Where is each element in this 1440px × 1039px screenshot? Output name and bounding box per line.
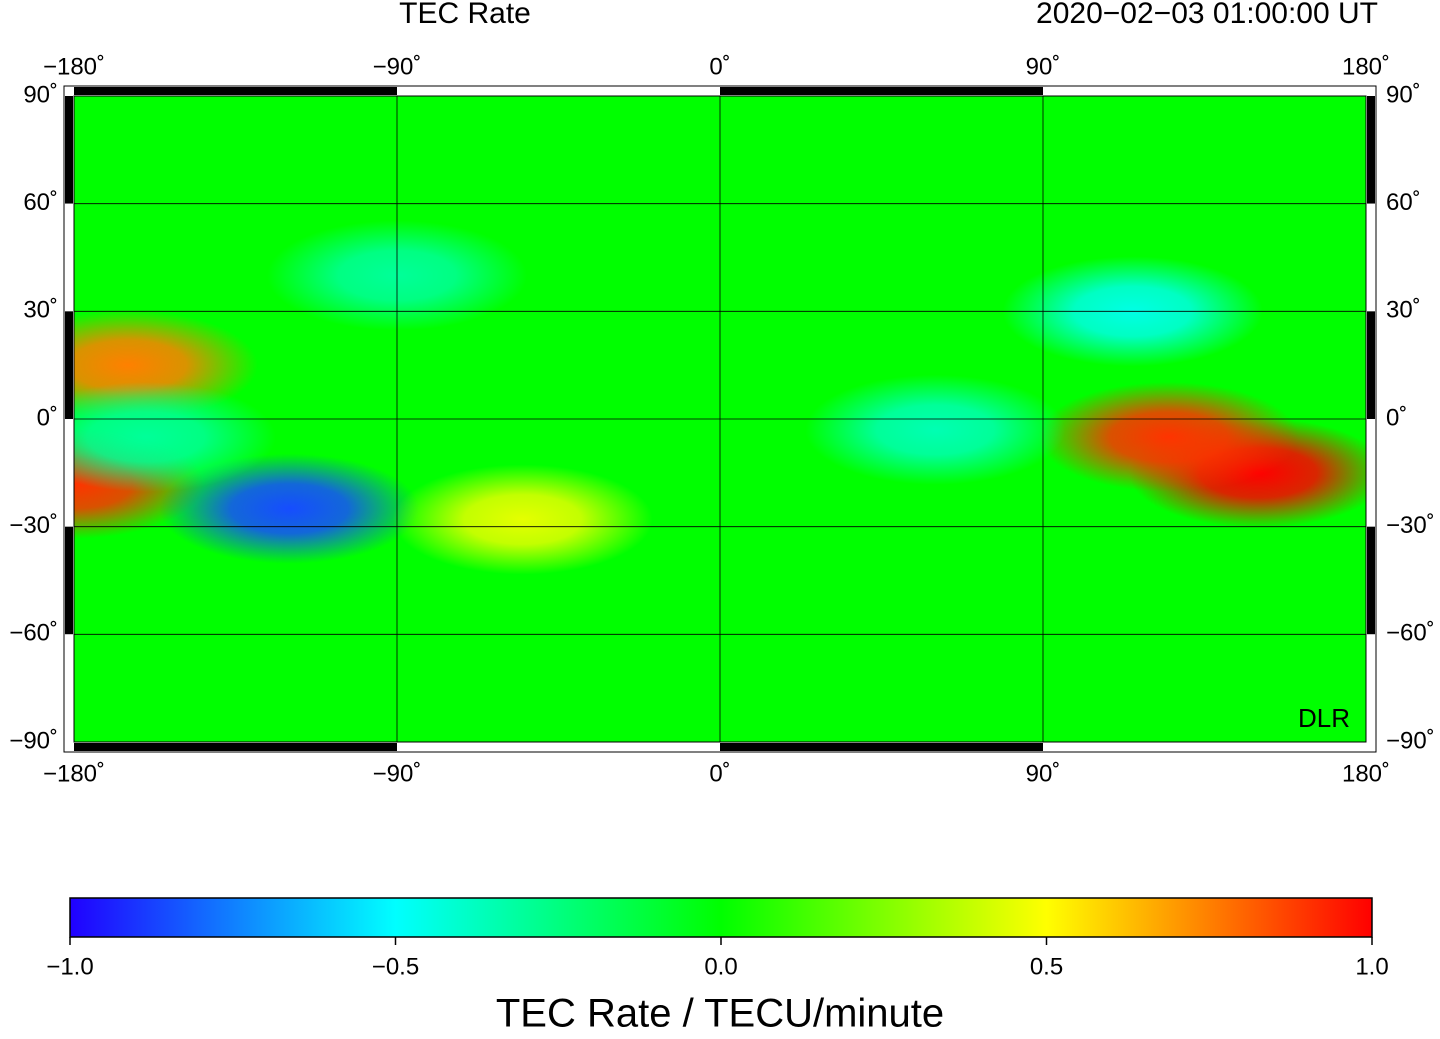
timestamp: 2020−02−03 01:00:00 UT [1036, 0, 1378, 30]
border-segment [397, 743, 720, 751]
border-segment [1367, 419, 1375, 527]
x-tick-label: −180˚ [43, 760, 105, 787]
colorbar [69, 897, 1373, 938]
border-segment [74, 743, 397, 751]
border-segment [1367, 96, 1375, 204]
x-tick-label: 180˚ [1342, 760, 1390, 787]
y-tick-label: 0˚ [1386, 404, 1407, 431]
y-tick-label: 30˚ [23, 297, 58, 324]
border-segment [1367, 634, 1375, 742]
border-segment [1367, 203, 1375, 312]
x-tick-label: 90˚ [1026, 53, 1061, 80]
border-segment [65, 311, 73, 419]
x-tick-label: −90˚ [373, 53, 422, 80]
y-tick-label: 90˚ [1386, 81, 1421, 108]
border-segment [1367, 311, 1375, 419]
border-segment [74, 87, 397, 95]
anomaly [74, 381, 276, 492]
y-tick-label: −30˚ [9, 512, 58, 539]
x-tick-label: 180˚ [1342, 53, 1390, 80]
y-tick-label: 60˚ [1386, 189, 1421, 216]
border-segment [65, 526, 73, 635]
anomaly [392, 464, 653, 575]
border-segment [1043, 743, 1366, 751]
colorbar-tick-label: −1.0 [46, 953, 93, 980]
x-tick-label: 90˚ [1026, 760, 1061, 787]
x-tick-label: 0˚ [709, 760, 730, 787]
border-segment [65, 96, 73, 204]
colorbar-tick-label: −0.5 [372, 953, 419, 980]
border-segment [720, 743, 1043, 751]
y-tick-label: 0˚ [37, 404, 58, 431]
colorbar-label: TEC Rate / TECU/minute [496, 992, 944, 1034]
colorbar-tick-label: 0.0 [704, 953, 737, 980]
border-segment [1367, 526, 1375, 635]
y-tick-label: 90˚ [23, 81, 58, 108]
x-tick-label: −90˚ [373, 760, 422, 787]
colorbar-tick-label: 1.0 [1355, 953, 1388, 980]
credit: DLR [1298, 703, 1350, 733]
anomaly [805, 374, 1066, 485]
colorbar-tick-label: 0.5 [1030, 953, 1063, 980]
border-segment [65, 634, 73, 742]
border-segment [397, 87, 720, 95]
y-tick-label: −60˚ [9, 620, 58, 647]
anomaly [1038, 381, 1299, 492]
x-tick-label: −180˚ [43, 53, 105, 80]
border-segment [65, 419, 73, 527]
x-tick-label: 0˚ [709, 53, 730, 80]
y-tick-label: −90˚ [9, 727, 58, 754]
y-tick-label: −60˚ [1386, 620, 1435, 647]
y-tick-label: 30˚ [1386, 297, 1421, 324]
y-tick-label: 60˚ [23, 189, 58, 216]
anomaly [159, 453, 420, 564]
title: TEC Rate [399, 0, 531, 30]
border-segment [65, 203, 73, 312]
border-segment [1043, 87, 1366, 95]
border-segment [720, 87, 1043, 95]
y-tick-label: −90˚ [1386, 727, 1435, 754]
y-tick-label: −30˚ [1386, 512, 1435, 539]
